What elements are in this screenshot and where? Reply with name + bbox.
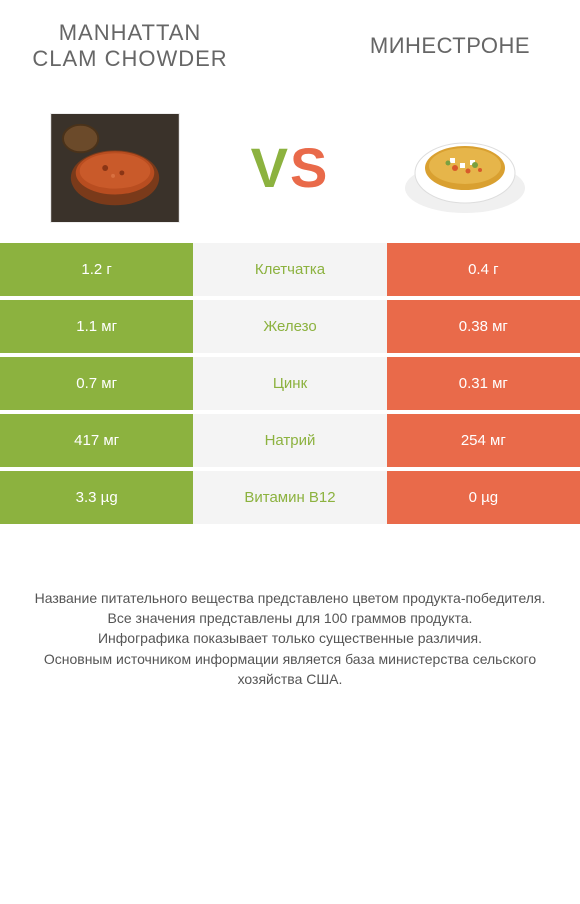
footer-note: Название питательного вещества представл… <box>0 528 580 689</box>
left-value: 0.7 мг <box>0 357 193 410</box>
footer-line: Все значения представлены для 100 граммо… <box>20 608 560 628</box>
vs-v: V <box>251 136 290 199</box>
images-row: VS <box>0 83 580 243</box>
left-value: 3.3 µg <box>0 471 193 524</box>
left-food-image <box>50 113 180 223</box>
right-value: 0 µg <box>387 471 580 524</box>
compare-row: 3.3 µgВитамин B120 µg <box>0 471 580 524</box>
right-value: 254 мг <box>387 414 580 467</box>
right-value: 0.38 мг <box>387 300 580 353</box>
compare-row: 0.7 мгЦинк0.31 мг <box>0 357 580 410</box>
compare-row: 1.2 гКлетчатка0.4 г <box>0 243 580 296</box>
compare-row: 417 мгНатрий254 мг <box>0 414 580 467</box>
vs-s: S <box>290 136 329 199</box>
right-value: 0.4 г <box>387 243 580 296</box>
nutrient-label: Железо <box>193 300 386 353</box>
left-value: 1.1 мг <box>0 300 193 353</box>
nutrient-label: Цинк <box>193 357 386 410</box>
right-food-image <box>400 113 530 223</box>
right-value: 0.31 мг <box>387 357 580 410</box>
comparison-table: 1.2 гКлетчатка0.4 г1.1 мгЖелезо0.38 мг0.… <box>0 243 580 524</box>
title-left: MANHATTAN CLAM CHOWDER <box>30 20 230 73</box>
footer-line: Название питательного вещества представл… <box>20 588 560 608</box>
footer-line: Инфографика показывает только существенн… <box>20 628 560 648</box>
header: MANHATTAN CLAM CHOWDER МИНЕСТРОНЕ <box>0 0 580 83</box>
footer-line: Основным источником информации является … <box>20 649 560 690</box>
nutrient-label: Натрий <box>193 414 386 467</box>
nutrient-label: Витамин B12 <box>193 471 386 524</box>
title-right: МИНЕСТРОНЕ <box>350 33 550 59</box>
vs-label: VS <box>251 135 330 200</box>
left-value: 1.2 г <box>0 243 193 296</box>
nutrient-label: Клетчатка <box>193 243 386 296</box>
compare-row: 1.1 мгЖелезо0.38 мг <box>0 300 580 353</box>
left-value: 417 мг <box>0 414 193 467</box>
